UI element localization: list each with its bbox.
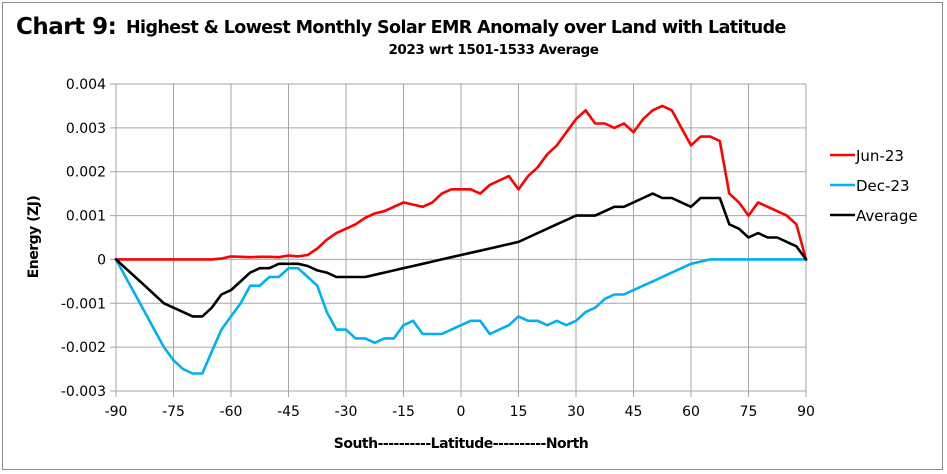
legend-label: Average bbox=[856, 207, 918, 225]
legend-label: Dec-23 bbox=[856, 177, 910, 195]
y-tick-label: -0.002 bbox=[61, 340, 106, 356]
chart-number-label: Chart 9: bbox=[16, 14, 117, 40]
y-tick-label: 0 bbox=[97, 252, 106, 268]
x-axis-ticks: -90 -75 -60 -45 -30 -15 0 15 30 45 60 75 90 bbox=[105, 404, 815, 420]
x-tick-label: -45 bbox=[277, 404, 300, 420]
legend-item: Jun-23 bbox=[830, 147, 904, 165]
y-tick-label: -0.001 bbox=[61, 296, 106, 312]
x-axis-title: South----------Latitude----------North bbox=[334, 436, 588, 452]
series-line-dec-23 bbox=[114, 258, 808, 375]
x-tick-label: 15 bbox=[510, 404, 528, 420]
gridlines bbox=[110, 83, 807, 397]
series-lines bbox=[114, 104, 808, 375]
series-line-jun-23 bbox=[114, 104, 808, 261]
y-tick-label: 0.001 bbox=[66, 209, 106, 225]
y-tick-label: 0.002 bbox=[66, 165, 106, 181]
legend: Jun-23 Dec-23 Average bbox=[830, 147, 918, 225]
legend-item: Dec-23 bbox=[830, 177, 910, 195]
x-tick-label: 60 bbox=[682, 404, 700, 420]
y-tick-label: 0.004 bbox=[66, 77, 106, 93]
x-tick-label: -15 bbox=[392, 404, 415, 420]
y-axis-title: Energy (ZJ) bbox=[26, 196, 42, 279]
x-tick-label: 75 bbox=[740, 404, 758, 420]
x-tick-label: -75 bbox=[162, 404, 185, 420]
chart-subtitle: 2023 wrt 1501-1533 Average bbox=[388, 42, 599, 58]
x-tick-label: -30 bbox=[335, 404, 358, 420]
y-axis-ticks: 0.004 0.003 0.002 0.001 0 -0.001 -0.002 -0.003 bbox=[61, 77, 106, 400]
y-tick-label: -0.003 bbox=[61, 384, 106, 400]
legend-item: Average bbox=[830, 207, 918, 225]
x-tick-label: -90 bbox=[105, 404, 128, 420]
x-tick-label: 45 bbox=[625, 404, 643, 420]
legend-label: Jun-23 bbox=[855, 147, 904, 165]
y-tick-label: 0.003 bbox=[66, 121, 106, 137]
x-tick-label: 30 bbox=[567, 404, 585, 420]
chart-title: Highest & Lowest Monthly Solar EMR Anoma… bbox=[126, 18, 786, 38]
x-tick-label: -60 bbox=[220, 404, 243, 420]
series-line-average bbox=[114, 192, 808, 318]
x-tick-label: 0 bbox=[457, 404, 466, 420]
x-tick-label: 90 bbox=[797, 404, 815, 420]
